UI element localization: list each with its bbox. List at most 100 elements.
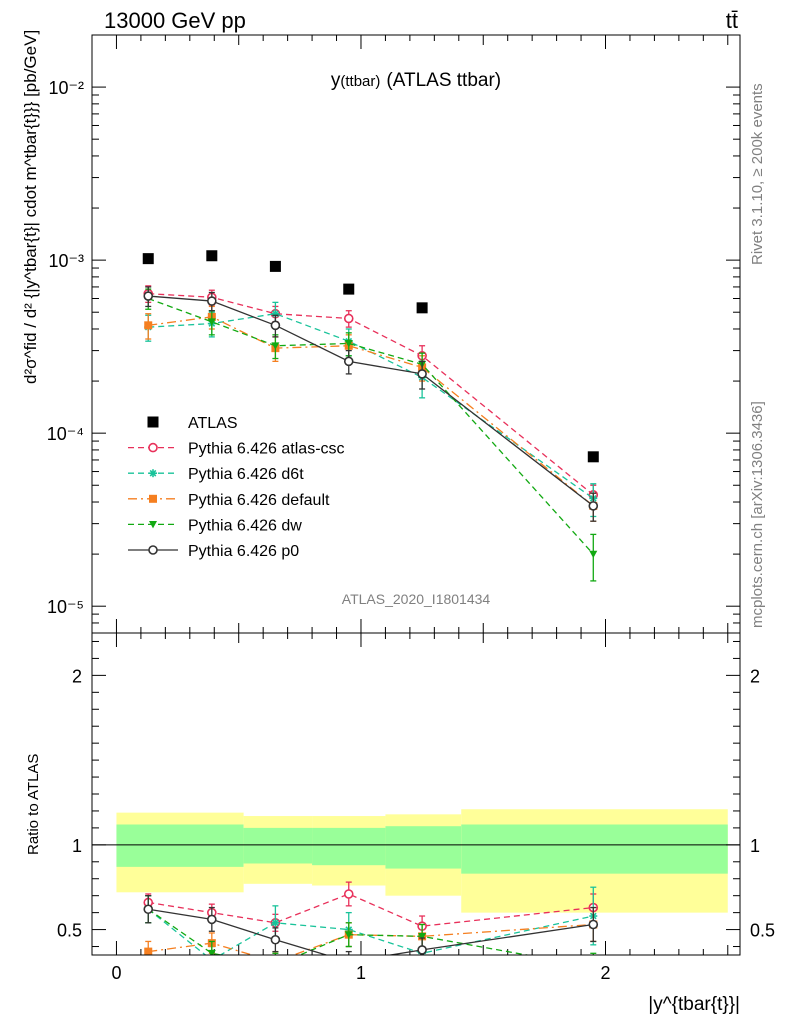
title-main: y bbox=[331, 70, 341, 91]
ratio-point-pythia-6-426-atlas-csc bbox=[343, 889, 354, 899]
main-y-tick-label: 10⁻⁵ bbox=[47, 597, 84, 617]
main-point-pythia-6-426-atlas-csc bbox=[343, 313, 354, 324]
ratio-point-pythia-6-426-p0 bbox=[417, 945, 427, 955]
ratio-point-pythia-6-426-p0 bbox=[143, 904, 154, 915]
main-point-pythia-6-426-p0 bbox=[207, 296, 217, 306]
ratio-x-tick-label: 1 bbox=[356, 963, 366, 983]
ratio-line-pythia-6-426-dw bbox=[147, 908, 531, 955]
legend-item-pythia-6-426-d6t: Pythia 6.426 d6t bbox=[128, 466, 304, 483]
ratio-line-pythia-6-426-p0 bbox=[148, 908, 594, 955]
legend-item-atlas: ATLAS bbox=[147, 415, 238, 432]
ratio-y-axis-label: Ratio to ATLAS bbox=[25, 754, 42, 855]
legend-label: ATLAS bbox=[188, 415, 238, 432]
legend-item-pythia-6-426-default: Pythia 6.426 default bbox=[128, 492, 330, 509]
ratio-point-pythia-6-426-dw bbox=[344, 931, 353, 939]
legend-marker bbox=[148, 442, 158, 453]
legend-label: Pythia 6.426 atlas-csc bbox=[188, 441, 345, 458]
legend-marker bbox=[149, 469, 157, 478]
main-point-atlas bbox=[416, 302, 428, 314]
ratio-point-pythia-6-426-p0 bbox=[588, 919, 599, 930]
ratio-y-tick-label-right: 1 bbox=[750, 836, 760, 856]
legend-marker bbox=[149, 521, 157, 529]
star-stroke bbox=[209, 957, 215, 963]
ratio-y-tick-label-left: 0.5 bbox=[57, 921, 82, 941]
analysis-id-label: ATLAS_2020_I1801434 bbox=[342, 591, 491, 607]
main-series-pythia-6-426-default bbox=[144, 305, 598, 522]
legend-label: Pythia 6.426 d6t bbox=[188, 466, 304, 483]
ratio-axis-ticks: 0 1 2 0.5 0.5 1 1 2 2 bbox=[57, 633, 775, 983]
ratio-band-green-2 bbox=[312, 827, 386, 866]
ratio-band-green-0 bbox=[116, 824, 244, 867]
ratio-point-pythia-6-426-dw bbox=[207, 949, 216, 955]
main-point-pythia-6-426-dw bbox=[589, 550, 598, 559]
main-point-pythia-6-426-dw bbox=[207, 318, 216, 326]
ratio-point-pythia-6-426-dw bbox=[418, 932, 427, 941]
main-point-pythia-6-426-p0 bbox=[270, 320, 281, 331]
rivet-version-label: Rivet 3.1.10, ≥ 200k events bbox=[749, 83, 766, 265]
main-axis-ticks: 10⁻⁵ 10⁻⁴ 10⁻³ 10⁻² bbox=[47, 34, 740, 634]
ratio-y-tick-label-left: 2 bbox=[72, 666, 82, 686]
title-rest: (ATLAS ttbar) bbox=[386, 70, 501, 91]
ratio-x-tick-label: 0 bbox=[111, 963, 121, 983]
main-point-pythia-6-426-p0 bbox=[143, 291, 154, 301]
ratio-band-green-1 bbox=[243, 827, 313, 864]
ratio-point-pythia-6-426-d6t bbox=[271, 918, 280, 927]
main-y-tick-label: 10⁻⁴ bbox=[47, 424, 84, 444]
main-point-pythia-6-426-dw bbox=[271, 342, 280, 350]
x-axis-label: |y^{tbar{t}}| bbox=[648, 994, 740, 1015]
main-point-atlas bbox=[587, 451, 599, 463]
ratio-point-pythia-6-426-d6t bbox=[208, 956, 216, 964]
legend: ATLAS Pythia 6.426 atlas-csc Pythia 6.426 … bbox=[128, 415, 345, 560]
main-point-pythia-6-426-dw bbox=[344, 340, 353, 348]
ratio-line-pythia-6-426-d6t bbox=[147, 908, 594, 955]
ratio-y-tick-label-left: 1 bbox=[72, 836, 82, 856]
main-series-layer bbox=[142, 250, 599, 582]
main-point-pythia-6-426-p0 bbox=[417, 369, 427, 379]
legend-item-pythia-6-426-atlas-csc: Pythia 6.426 atlas-csc bbox=[128, 441, 345, 458]
main-series-pythia-6-426-p0 bbox=[143, 286, 599, 522]
ratio-x-tick-label: 2 bbox=[601, 963, 611, 983]
ratio-series-pythia-6-426-p0 bbox=[143, 895, 599, 966]
main-point-pythia-6-426-default bbox=[144, 321, 153, 330]
main-point-atlas bbox=[343, 283, 355, 295]
main-line-pythia-6-426-default bbox=[148, 316, 594, 507]
main-point-pythia-6-426-p0 bbox=[343, 356, 354, 367]
legend-label: Pythia 6.426 dw bbox=[188, 517, 302, 534]
ratio-line-pythia-6-426-default bbox=[148, 923, 594, 955]
ratio-band-green-3 bbox=[385, 826, 462, 869]
legend-label: Pythia 6.426 default bbox=[188, 492, 330, 509]
main-line-pythia-6-426-dw bbox=[148, 297, 594, 555]
main-point-pythia-6-426-p0 bbox=[588, 501, 599, 511]
main-series-pythia-6-426-dw bbox=[144, 288, 598, 582]
main-line-pythia-6-426-p0 bbox=[148, 295, 594, 507]
ratio-series-layer bbox=[143, 881, 599, 970]
header-left-label: 13000 GeV pp bbox=[104, 8, 246, 33]
legend-marker bbox=[147, 416, 159, 428]
ratio-point-pythia-6-426-p0 bbox=[345, 958, 353, 966]
legend-label: Pythia 6.426 p0 bbox=[188, 543, 299, 560]
main-plot-title: y(ttbar) (ATLAS ttbar) bbox=[331, 70, 501, 91]
main-line-pythia-6-426-atlas-csc bbox=[148, 293, 594, 496]
ratio-point-pythia-6-426-dw bbox=[589, 963, 597, 970]
legend-marker bbox=[148, 545, 158, 555]
ratio-band-green-4 bbox=[461, 824, 728, 874]
ratio-y-tick-label-right: 0.5 bbox=[750, 921, 775, 941]
main-line-pythia-6-426-d6t bbox=[148, 313, 594, 499]
main-series-atlas bbox=[142, 250, 599, 463]
title-sub: (ttbar) bbox=[340, 73, 380, 90]
legend-item-pythia-6-426-p0: Pythia 6.426 p0 bbox=[128, 543, 299, 560]
ratio-point-pythia-6-426-p0 bbox=[207, 914, 217, 925]
ratio-uncertainty-bands bbox=[92, 809, 740, 913]
ratio-panel-frame bbox=[91, 632, 741, 956]
legend-item-pythia-6-426-dw: Pythia 6.426 dw bbox=[128, 517, 302, 534]
ratio-point-pythia-6-426-dw bbox=[271, 962, 279, 969]
main-y-axis-label: d²σ^fid / d² {|y^tbar{t}| cdot m^tbar{t}… bbox=[21, 30, 40, 384]
main-point-atlas bbox=[269, 260, 281, 272]
ratio-point-pythia-6-426-default bbox=[271, 958, 279, 966]
star-stroke bbox=[209, 957, 215, 963]
mcplots-reference-label: mcplots.cern.ch [arXiv:1306.3436] bbox=[749, 401, 766, 628]
main-point-atlas bbox=[142, 253, 154, 265]
header-right-label: tt̄ bbox=[726, 8, 738, 33]
main-y-tick-label: 10⁻³ bbox=[48, 251, 84, 271]
